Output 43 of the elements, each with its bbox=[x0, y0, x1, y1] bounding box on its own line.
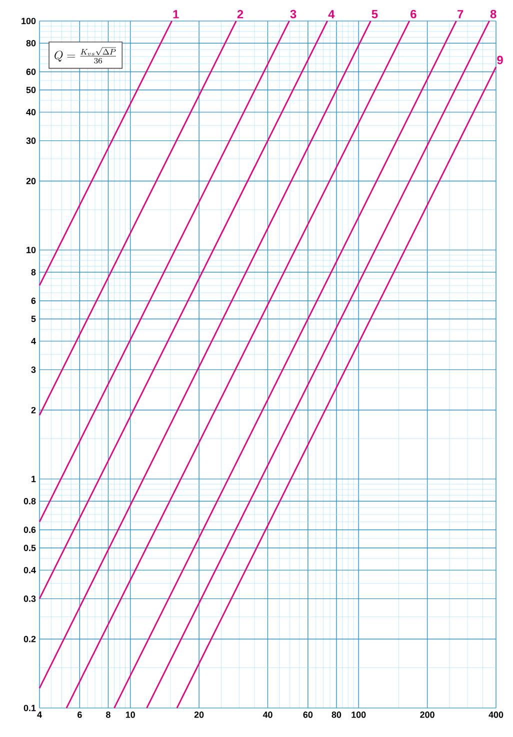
x-tick-label: 40 bbox=[262, 712, 272, 718]
series-label: 9 bbox=[497, 56, 503, 64]
y-tick-label: 4 bbox=[31, 338, 36, 344]
y-tick-label: 3 bbox=[31, 366, 36, 373]
series-label: 8 bbox=[490, 10, 496, 18]
x-tick-label: 6 bbox=[78, 712, 82, 718]
y-tick-label: 0.4 bbox=[24, 566, 36, 574]
y-tick-label: 0.3 bbox=[24, 596, 36, 602]
y-tick-label: 60 bbox=[26, 68, 36, 75]
y-tick-label: 40 bbox=[26, 108, 36, 116]
y-tick-label: 6 bbox=[31, 298, 36, 304]
x-tick-label: 20 bbox=[194, 712, 204, 718]
y-tick-label: 0.5 bbox=[24, 544, 36, 552]
x-tick-label: 8 bbox=[106, 712, 110, 718]
y-tick-label: 8 bbox=[31, 269, 36, 276]
y-tick-label: 30 bbox=[26, 138, 36, 144]
y-tick-label: 10 bbox=[26, 246, 36, 254]
annotation: $Q = \frac{K_{vs}\sqrt{\Delta P}}{36}$ bbox=[54, 47, 116, 64]
series-label: 4 bbox=[328, 10, 335, 18]
y-tick-label: 0.6 bbox=[24, 526, 36, 533]
series-label: 1 bbox=[173, 10, 179, 18]
series-label: 6 bbox=[410, 10, 416, 18]
y-tick-label: 2 bbox=[31, 406, 36, 414]
x-tick-label: 4 bbox=[37, 712, 42, 718]
y-tick-label: 0.8 bbox=[24, 498, 36, 504]
y-tick-label: 1 bbox=[32, 476, 36, 482]
x-tick-label: 60 bbox=[303, 712, 313, 718]
x-tick-label: 100 bbox=[352, 712, 366, 718]
y-tick-label: 100 bbox=[22, 18, 36, 24]
series-label: 5 bbox=[372, 10, 378, 18]
y-tick-label: 20 bbox=[26, 178, 36, 184]
x-tick-label: 200 bbox=[420, 712, 434, 718]
series-label: 7 bbox=[458, 10, 464, 18]
x-tick-label: 10 bbox=[126, 712, 135, 718]
y-tick-label: 5 bbox=[31, 316, 36, 322]
y-tick-label: 80 bbox=[26, 40, 36, 46]
y-tick-label: 0.1 bbox=[24, 704, 36, 712]
y-tick-label: 50 bbox=[26, 86, 36, 94]
series-label: 3 bbox=[290, 10, 296, 18]
x-tick-label: 80 bbox=[332, 712, 342, 718]
y-tick-label: 0.2 bbox=[24, 636, 36, 642]
x-tick-label: 400 bbox=[488, 712, 504, 718]
series-label: 2 bbox=[237, 10, 244, 18]
